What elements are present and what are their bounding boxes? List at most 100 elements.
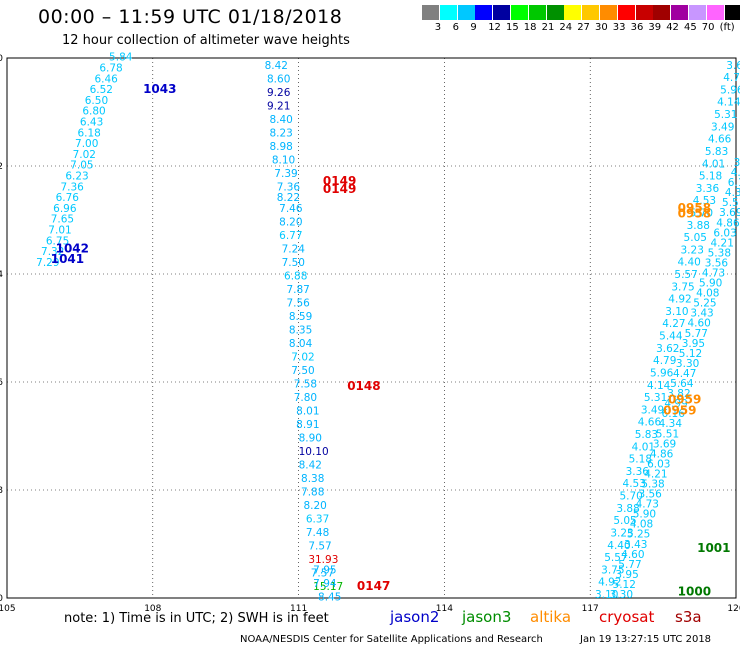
wave-height-value: 8.10 <box>272 154 295 166</box>
wave-height-value: 4.27 <box>662 318 685 330</box>
wave-height-value: 4.60 <box>687 318 710 330</box>
wave-height-value: 3.69 <box>719 207 740 219</box>
pass-id-label: 1042 <box>56 241 89 255</box>
wave-height-value: 8.22 <box>277 192 300 204</box>
wave-height-value: 5.18 <box>699 171 722 183</box>
x-tick-label: 114 <box>436 604 453 614</box>
colorbar-label: 42 <box>666 22 679 33</box>
wave-height-value: 5.90 <box>699 278 722 290</box>
colorbar-swatch <box>528 5 546 20</box>
x-tick-label: 117 <box>582 604 599 614</box>
y-tick-label: 14 <box>0 270 3 280</box>
wave-height-value: 7.05 <box>70 160 93 172</box>
colorbar-swatch <box>457 5 475 20</box>
wave-height-value: 9.26 <box>267 87 291 99</box>
wave-height-value: 7.87 <box>286 284 309 296</box>
wave-height-value: 8.38 <box>301 473 324 485</box>
wave-height-value: 8.40 <box>269 114 292 126</box>
wave-height-value: 4.99 <box>731 167 740 179</box>
wave-height-value: 4.40 <box>607 540 630 552</box>
wave-height-value: 8.59 <box>289 311 312 323</box>
wave-height-value: 3.23 <box>681 244 704 256</box>
wave-height-value: 6.03 <box>647 458 670 470</box>
wave-height-value: 3.56 <box>638 489 662 501</box>
x-tick-label: 108 <box>144 604 161 614</box>
wave-height-value: 4.79 <box>723 72 740 84</box>
wave-height-value: 3.95 <box>682 338 705 350</box>
colorbar-label: 21 <box>541 22 555 33</box>
wave-height-value: 4.66 <box>708 134 732 146</box>
wave-height-value: 8.04 <box>289 338 313 350</box>
wave-height-value: 5.64 <box>670 378 694 390</box>
colorbar-label: 36 <box>630 22 644 33</box>
wave-height-value: 5.05 <box>684 232 707 244</box>
colorbar-label: 27 <box>577 22 590 33</box>
plot-frame <box>6 57 737 599</box>
wave-height-value: 6.88 <box>284 270 307 282</box>
pass-id-label: 0959 <box>663 403 696 417</box>
wave-height-value: 6.43 <box>80 117 103 129</box>
x-tick-label: 120 <box>727 604 740 614</box>
wave-height-value: 4.86 <box>650 448 674 460</box>
wave-height-value: 5.12 <box>613 579 636 591</box>
wave-height-value: 4.40 <box>677 257 700 269</box>
wave-height-value: 3.30 <box>676 358 699 370</box>
wave-height-value: 4.86 <box>716 217 740 229</box>
wave-height-value: 3.82 <box>667 388 690 400</box>
wave-height-value: 8.60 <box>267 73 290 85</box>
wave-height-value: 6.75 <box>46 235 69 247</box>
wave-height-value: 5.12 <box>679 348 702 360</box>
legend-cryosat: cryosat <box>599 608 655 626</box>
wave-height-value: 5.25 <box>627 529 650 541</box>
wave-height-value: 3.10 <box>595 589 618 601</box>
wave-height-value: 4.21 <box>711 237 734 249</box>
y-tick-label: 16 <box>0 378 3 388</box>
wave-height-value: 7.39 <box>274 168 297 180</box>
wave-height-value: 7.02 <box>73 149 96 161</box>
pass-id-label: 1043 <box>143 82 176 96</box>
colorbar-swatch <box>493 5 511 20</box>
pass-id-label: 1041 <box>51 252 84 266</box>
legend-altika: altika <box>530 608 572 626</box>
wave-height-value: 3.30 <box>610 589 633 601</box>
page-title: 00:00 – 11:59 UTC 01/18/2018 <box>38 6 343 28</box>
wave-height-value: 7.95 <box>313 565 336 577</box>
colorbar-label: 18 <box>523 22 537 33</box>
wave-height-value: 5.38 <box>708 247 731 259</box>
colorbar-label: 70 <box>701 22 715 33</box>
pass-id-label: 0959 <box>668 393 701 407</box>
wave-height-value: 8.20 <box>303 500 326 512</box>
wave-height-value: 4.53 <box>623 478 646 490</box>
wave-height-value: 7.01 <box>48 225 71 237</box>
colorbar-swatch <box>689 5 706 20</box>
wave-height-value: 4.66 <box>638 417 662 429</box>
colorbar-label: 15 <box>506 22 519 33</box>
wave-height-value: 4.34 <box>725 187 740 199</box>
wave-height-value: 15.17 <box>313 581 343 593</box>
wave-height-value: 5.05 <box>613 515 636 527</box>
wave-height-value: 4.73 <box>702 268 725 280</box>
wave-height-value: 3.88 <box>616 503 639 515</box>
wave-height-value: 8.42 <box>299 459 322 471</box>
wave-height-value: 3.10 <box>665 306 688 318</box>
wave-height-value: 5.44 <box>659 331 683 343</box>
colorbar-label: 45 <box>684 22 697 33</box>
wave-height-value: 5.57 <box>674 269 697 281</box>
wave-height-value: 4.92 <box>598 577 621 589</box>
wave-height-value: 7.50 <box>291 365 314 377</box>
wave-height-value: 7.29 <box>36 257 59 269</box>
wave-height-value: 8.91 <box>296 419 319 431</box>
wave-height-value: 6.03 <box>713 227 736 239</box>
wave-height-value: 4.99 <box>664 398 687 410</box>
wave-height-value: 5.83 <box>635 429 658 441</box>
colorbar-label: 6 <box>452 22 459 33</box>
colorbar-swatch <box>600 5 617 20</box>
wave-height-value: 8.35 <box>289 324 312 336</box>
wave-height-value: 5.96 <box>650 367 674 379</box>
colorbar-swatch <box>511 5 528 20</box>
wave-height-value: 5.25 <box>693 298 716 310</box>
colorbar-swatch <box>724 5 740 20</box>
wave-height-value: 5.57 <box>604 552 627 564</box>
colorbar-swatch <box>706 5 724 20</box>
